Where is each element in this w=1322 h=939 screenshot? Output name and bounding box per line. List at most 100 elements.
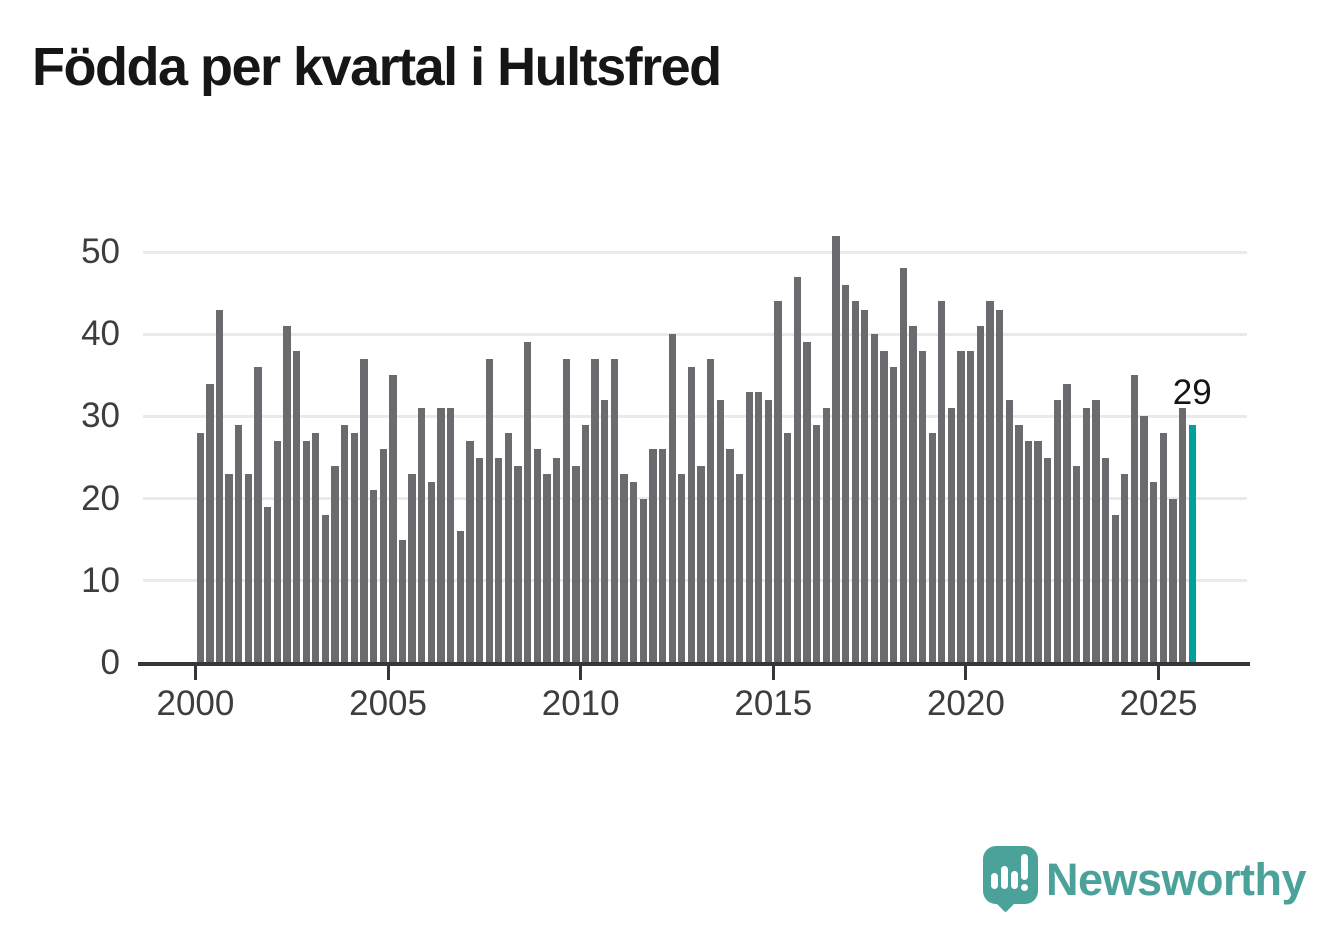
bar xyxy=(967,350,975,663)
bar xyxy=(418,408,426,663)
chart-title: Födda per kvartal i Hultsfred xyxy=(32,37,722,97)
y-tick-label: 20 xyxy=(81,478,120,518)
bar xyxy=(1150,482,1158,663)
bar xyxy=(283,325,291,663)
bar xyxy=(986,301,994,663)
bar xyxy=(1015,424,1023,663)
bar xyxy=(928,432,936,663)
bar xyxy=(755,391,763,663)
bar xyxy=(735,473,744,663)
y-tick-label: 40 xyxy=(81,314,120,354)
bar xyxy=(562,358,570,663)
bar xyxy=(601,399,609,663)
y-tick-label: 0 xyxy=(100,643,120,682)
bar xyxy=(1130,375,1139,663)
bar xyxy=(292,350,301,663)
bar xyxy=(639,498,647,663)
bar xyxy=(254,367,262,663)
bar xyxy=(870,334,879,663)
bar xyxy=(707,358,715,663)
bar xyxy=(687,367,696,663)
bar xyxy=(273,441,281,663)
bar xyxy=(350,432,358,663)
x-tick-label: 2000 xyxy=(156,684,235,723)
bar xyxy=(1044,457,1052,663)
bar xyxy=(543,473,551,663)
bar xyxy=(456,531,464,663)
y-tick-label: 50 xyxy=(81,232,120,271)
bar xyxy=(668,334,676,663)
x-tick-mark xyxy=(386,665,390,680)
bar xyxy=(1140,416,1148,663)
bar xyxy=(1082,408,1090,663)
bar xyxy=(341,424,349,663)
bar xyxy=(793,276,802,663)
bar xyxy=(1121,473,1129,663)
x-axis-line xyxy=(138,661,1250,666)
bar xyxy=(976,325,984,663)
bar xyxy=(196,432,204,663)
bar xyxy=(398,539,407,663)
bar xyxy=(504,432,513,663)
bar xyxy=(533,449,541,663)
bar xyxy=(745,391,753,663)
bar xyxy=(466,441,474,663)
bar xyxy=(861,309,869,663)
logo-exclamation-icon xyxy=(1021,854,1028,880)
bar xyxy=(215,309,224,663)
bar xyxy=(764,399,773,663)
bar xyxy=(389,375,397,663)
bar xyxy=(485,358,493,663)
x-tick-mark xyxy=(771,665,775,680)
bar xyxy=(880,350,888,663)
bar xyxy=(514,465,522,663)
bar xyxy=(678,473,686,663)
bar xyxy=(235,424,243,663)
bar xyxy=(947,408,956,663)
bar xyxy=(918,350,927,663)
bar xyxy=(812,424,821,663)
newsworthy-wordmark: Newsworthy xyxy=(1046,854,1307,905)
bar xyxy=(784,432,792,663)
bar xyxy=(244,473,253,663)
bar-latest-quarter xyxy=(1188,424,1196,663)
bar xyxy=(447,408,455,663)
x-tick-label: 2010 xyxy=(541,684,620,723)
bar xyxy=(427,482,436,663)
x-tick-mark xyxy=(1157,665,1161,680)
bar xyxy=(909,325,917,663)
bar xyxy=(822,408,830,663)
bar xyxy=(312,432,320,663)
bar xyxy=(995,309,1004,663)
bar xyxy=(225,473,233,663)
bar xyxy=(716,399,724,663)
bar xyxy=(899,268,907,663)
bar xyxy=(331,465,339,663)
bar xyxy=(1101,457,1110,663)
bar xyxy=(360,358,368,663)
bar xyxy=(581,424,590,663)
bar xyxy=(803,342,811,663)
bar xyxy=(302,441,310,663)
bar xyxy=(591,358,599,663)
bar xyxy=(1092,399,1100,663)
bar xyxy=(1063,383,1071,663)
x-tick-mark xyxy=(579,665,583,680)
bar xyxy=(1005,399,1013,663)
bar xyxy=(321,515,330,663)
bar xyxy=(437,408,445,663)
bar xyxy=(1111,515,1119,663)
logo-bar-icon xyxy=(1011,871,1018,889)
bar xyxy=(1169,498,1177,663)
bar xyxy=(726,449,734,663)
logo-exclamation-icon xyxy=(1021,884,1028,891)
bar xyxy=(369,490,378,663)
bar xyxy=(1024,441,1033,663)
bar xyxy=(1073,465,1081,663)
x-tick-label: 2015 xyxy=(734,684,813,723)
bar xyxy=(649,449,657,663)
bar xyxy=(495,457,503,663)
x-tick-mark xyxy=(193,665,197,680)
bar xyxy=(851,301,859,663)
bar xyxy=(938,301,946,663)
